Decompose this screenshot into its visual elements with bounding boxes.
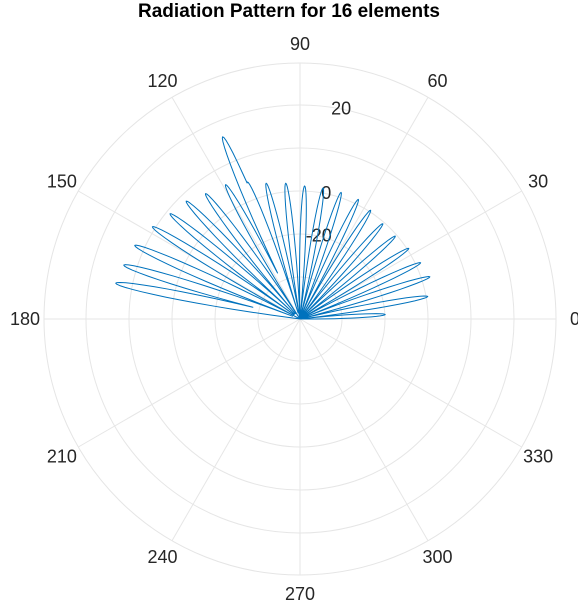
angle-tick-label: 210	[47, 447, 77, 467]
angle-tick-label: 90	[290, 34, 310, 54]
grid-spoke	[171, 97, 301, 320]
angle-tick-label: 120	[147, 71, 177, 91]
angle-tick-labels: 0 30 60 90 120 150 180 210 240 270 300 330	[10, 34, 578, 604]
radial-tick-labels: -20 0 20	[306, 98, 351, 245]
radial-tick-label: 0	[321, 183, 331, 203]
angle-tick-label: 60	[427, 71, 447, 91]
grid-spoke	[299, 318, 522, 448]
grid-spoke	[299, 318, 429, 541]
grid-spoke	[78, 318, 301, 448]
angular-grid	[44, 63, 556, 575]
angle-tick-label: 180	[10, 309, 40, 329]
angle-tick-label: 240	[147, 547, 177, 567]
chart-title: Radiation Pattern for 16 elements	[138, 1, 440, 22]
grid-spoke	[171, 318, 301, 541]
angle-tick-label: 150	[47, 172, 77, 192]
radial-tick-label: 20	[331, 98, 351, 118]
grid-spoke	[78, 190, 301, 320]
radial-tick-label: -20	[306, 225, 332, 245]
angle-tick-label: 30	[528, 172, 548, 192]
series-group	[115, 136, 431, 320]
angle-tick-label: 300	[422, 547, 452, 567]
series-line	[115, 136, 431, 320]
angle-tick-label: 330	[523, 447, 553, 467]
angle-tick-label: 0	[570, 309, 578, 329]
angle-tick-label: 270	[285, 584, 315, 604]
